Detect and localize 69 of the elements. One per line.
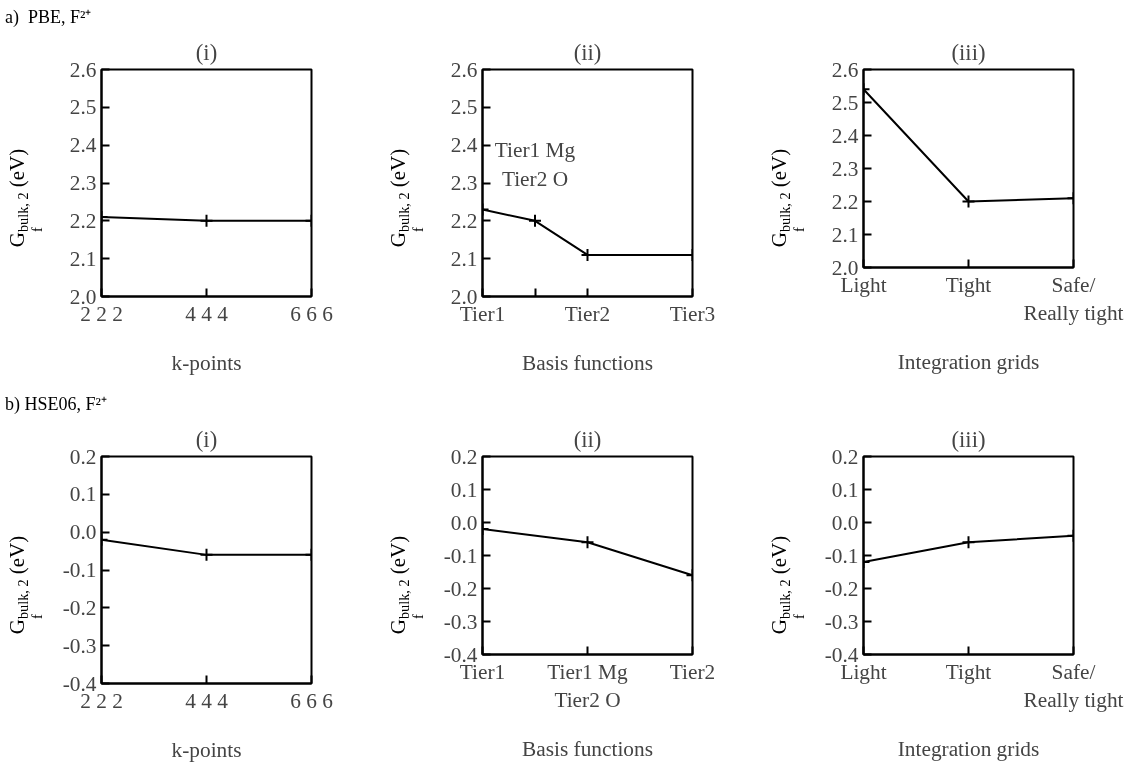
x-tick-label: Safe/ Really tight — [1023, 272, 1124, 326]
x-tick-label: Tier1 Mg Tier2 O — [547, 659, 629, 713]
y-tick-label: 2.4 — [450, 133, 478, 158]
y-tick-label: -0.2 — [443, 576, 478, 601]
y-tick-label: 2.1 — [69, 246, 97, 271]
x-tick-label: 6 6 6 — [290, 688, 334, 713]
y-axis-title: Gfbulk, 2 (eV) — [765, 148, 807, 248]
y-axis-title: Gfbulk, 2 (eV) — [3, 535, 45, 635]
y-tick-label: -0.1 — [62, 558, 97, 582]
text: b) HSE06, F²⁺ — [5, 393, 107, 416]
y-tick-label: 2.5 — [450, 95, 478, 120]
y-tick-label: 2.1 — [831, 222, 859, 247]
x-tick-label: 4 4 4 — [185, 301, 229, 326]
x-tick-label: Tier2 — [669, 659, 716, 684]
chart-title: (i) — [195, 39, 218, 65]
y-tick-label: -0.3 — [443, 609, 478, 634]
x-axis-title: Integration grids — [897, 350, 1040, 375]
x-tick-label: Tight — [945, 272, 992, 297]
chart-title: (iii) — [951, 426, 986, 452]
y-tick-label: 0.1 — [831, 477, 859, 502]
y-tick-label: 2.5 — [831, 90, 859, 115]
y-axis-title: Gfbulk, 2 (eV) — [384, 535, 426, 635]
y-tick-label: 2.3 — [69, 171, 97, 195]
y-tick-label: 2.2 — [831, 189, 859, 214]
y-tick-label: 0.1 — [450, 477, 478, 502]
y-tick-label: 0.0 — [450, 510, 478, 535]
chart-title: (ii) — [573, 426, 602, 452]
y-tick-label: 0.0 — [69, 520, 97, 545]
y-tick-label: 2.6 — [450, 57, 478, 82]
y-tick-label: -0.1 — [824, 543, 859, 568]
y-tick-label: -0.3 — [824, 609, 859, 634]
y-tick-label: 0.0 — [831, 510, 859, 535]
x-axis-title: Basis functions — [522, 350, 653, 375]
text: a) PBE, F²⁺ — [5, 6, 92, 29]
y-tick-label: 0.2 — [69, 444, 97, 469]
y-tick-label: 2.1 — [450, 246, 478, 271]
x-tick-label: 4 4 4 — [185, 688, 229, 713]
y-tick-label: 0.2 — [450, 444, 478, 469]
y-tick-label: 2.4 — [831, 123, 859, 148]
x-axis-title: Basis functions — [522, 737, 653, 762]
y-tick-label: -0.2 — [62, 595, 97, 620]
x-axis-title: k-points — [171, 737, 242, 762]
chart-title: (iii) — [951, 39, 986, 65]
y-tick-label: 0.2 — [831, 444, 859, 469]
x-axis-title: k-points — [171, 350, 242, 375]
x-tick-label: Tight — [945, 659, 992, 684]
y-tick-label: 2.4 — [69, 133, 97, 158]
y-axis-title: Gfbulk, 2 (eV) — [765, 535, 807, 635]
y-axis-title: Gfbulk, 2 (eV) — [3, 148, 45, 248]
y-tick-label: 2.6 — [69, 57, 97, 82]
y-tick-label: -0.3 — [62, 633, 97, 658]
y-tick-label: 2.2 — [69, 208, 97, 233]
y-tick-label: -0.1 — [443, 543, 478, 568]
y-tick-label: -0.2 — [824, 576, 859, 601]
annotation: Tier1 Mg Tier2 O — [494, 138, 576, 191]
chart-title: (ii) — [573, 39, 602, 65]
y-tick-label: 0.1 — [69, 482, 97, 507]
x-tick-label: Tier2 — [564, 301, 611, 326]
y-tick-label: 2.2 — [450, 208, 478, 233]
y-tick-label: 2.6 — [831, 57, 859, 82]
x-axis-title: Integration grids — [897, 737, 1040, 762]
chart-title: (i) — [195, 426, 218, 452]
x-tick-label: Safe/ Really tight — [1023, 659, 1124, 713]
x-tick-label: Tier3 — [669, 301, 716, 326]
y-tick-label: 2.3 — [831, 156, 859, 181]
y-tick-label: 2.5 — [69, 95, 97, 120]
x-tick-label: 6 6 6 — [290, 301, 334, 326]
y-tick-label: 2.3 — [450, 171, 478, 195]
y-axis-title: Gfbulk, 2 (eV) — [384, 148, 426, 248]
